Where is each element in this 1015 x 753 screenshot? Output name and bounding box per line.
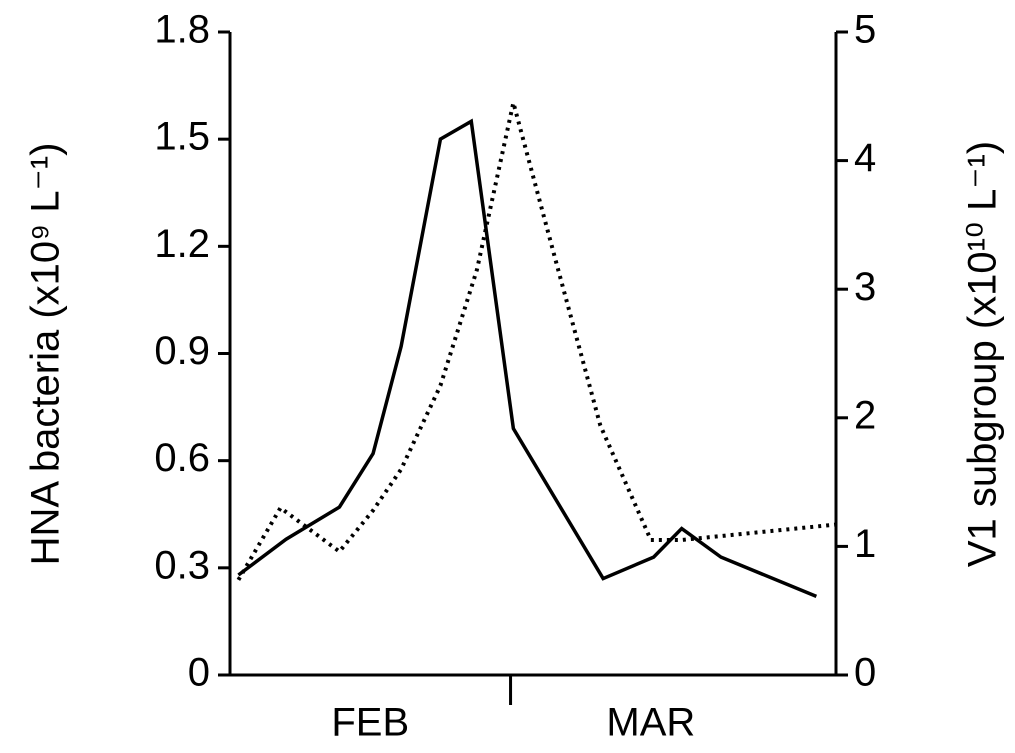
x-category-label: FEB xyxy=(331,701,409,745)
y2-tick-label: 4 xyxy=(854,136,876,180)
y-axis-label: HNA bacteria (x10⁹ L⁻¹) xyxy=(24,143,68,566)
y-tick-label: 0.6 xyxy=(154,436,210,480)
x-category-label: MAR xyxy=(606,701,695,745)
y-tick-label: 0 xyxy=(188,651,210,695)
y2-tick-label: 1 xyxy=(854,522,876,566)
y2-tick-label: 5 xyxy=(854,8,876,52)
y-tick-label: 1.5 xyxy=(154,115,210,159)
line-series xyxy=(236,102,837,581)
y2-axis-label: V1 subgroup (x10¹⁰ L⁻¹) xyxy=(961,141,1005,567)
y2-tick-label: 3 xyxy=(854,265,876,309)
line-series xyxy=(237,118,818,599)
y-tick-label: 1.8 xyxy=(154,8,210,52)
y-tick-label: 0.3 xyxy=(154,543,210,587)
y-tick-label: 1.2 xyxy=(154,222,210,266)
y-tick-label: 0.9 xyxy=(154,329,210,373)
y2-tick-label: 2 xyxy=(854,393,876,437)
y2-tick-label: 0 xyxy=(854,651,876,695)
